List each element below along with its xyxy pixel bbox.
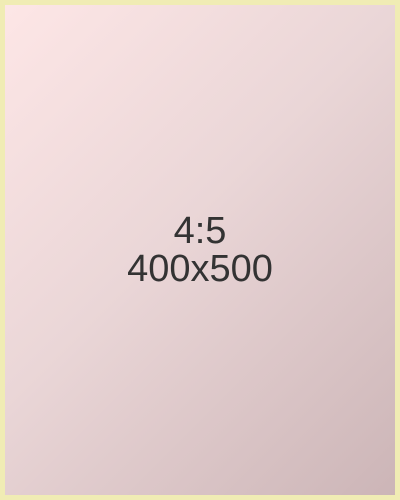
placeholder-panel: 4:5 400x500 — [5, 5, 395, 495]
aspect-ratio-text: 4:5 — [173, 210, 227, 252]
dimensions-text: 400x500 — [127, 248, 273, 290]
placeholder-label: 4:5 400x500 — [127, 212, 273, 288]
